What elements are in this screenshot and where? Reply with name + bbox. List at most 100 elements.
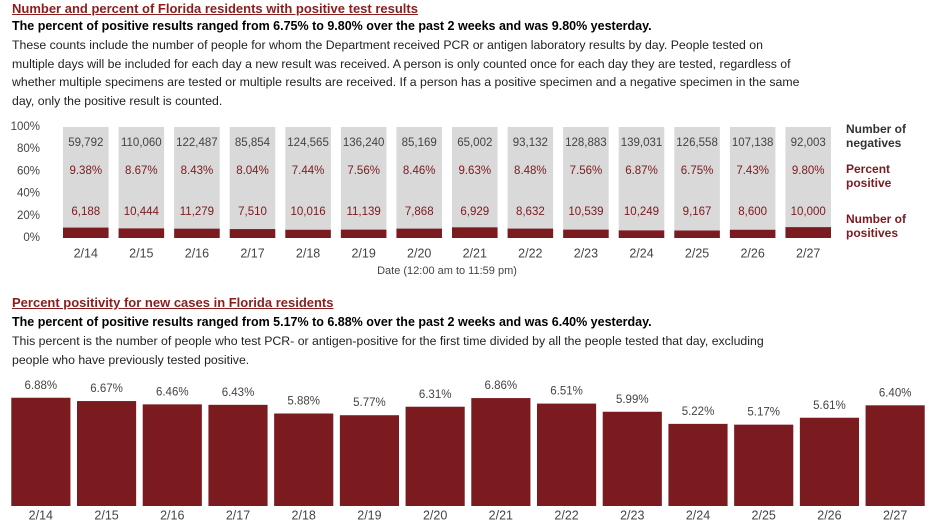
value-label: 6.67%: [90, 383, 123, 395]
x-tick-label: 2/20: [407, 246, 431, 260]
positive-bar: [174, 228, 220, 238]
bar: [734, 424, 794, 506]
negatives-label: 128,883: [565, 137, 607, 149]
percent-label: 8.46%: [403, 165, 436, 177]
negatives-bar: [285, 127, 331, 230]
x-tick-label: 2/23: [574, 246, 598, 260]
value-label: 5.77%: [353, 397, 386, 409]
value-label: 6.88%: [25, 380, 58, 392]
positives-label: 10,444: [124, 206, 160, 218]
bar: [668, 423, 728, 506]
percent-label: 8.04%: [236, 165, 269, 177]
x-tick-label: 2/17: [226, 508, 250, 522]
negatives-label: 139,031: [621, 137, 663, 149]
x-tick-label: 2/18: [292, 508, 316, 522]
value-label: 6.43%: [222, 387, 255, 399]
negatives-bar: [452, 127, 498, 228]
x-tick-label: 2/21: [463, 246, 487, 260]
value-label: 5.61%: [813, 400, 846, 412]
legend-entry: Number of positives: [846, 212, 906, 240]
positive-bar: [618, 230, 665, 238]
negatives-label: 85,169: [402, 137, 437, 149]
positives-label: 10,539: [568, 206, 603, 218]
positive-bar: [507, 228, 554, 238]
percent-label: 7.44%: [292, 165, 325, 177]
negatives-bar: [118, 127, 165, 229]
x-tick-label: 2/25: [685, 246, 709, 260]
legend-entry: Number of negatives: [846, 122, 906, 150]
bar: [208, 404, 268, 506]
percent-label: 6.75%: [681, 165, 714, 177]
positive-bar: [340, 229, 387, 238]
x-tick-label: 2/14: [29, 508, 53, 522]
positives-label: 10,249: [624, 206, 659, 218]
positive-bar: [674, 230, 720, 238]
bar: [339, 415, 399, 506]
negatives-bar: [674, 127, 720, 231]
x-tick-label: 2/16: [160, 508, 184, 522]
negatives-bar: [229, 127, 276, 230]
x-tick-label: 2/19: [351, 246, 375, 260]
x-tick-label: 2/24: [686, 508, 710, 522]
x-tick-label: 2/26: [740, 246, 764, 260]
negatives-label: 122,487: [176, 137, 218, 149]
positive-bar: [563, 229, 609, 238]
title: Percent positivity for new cases in Flor…: [12, 295, 334, 310]
negatives-label: 93,132: [513, 137, 548, 149]
x-axis-title: Date (12:00 am to 11:59 pm): [377, 265, 517, 277]
positive-bar: [729, 229, 776, 238]
value-label: 6.86%: [485, 380, 518, 392]
legend-entry: Percent positive: [846, 162, 892, 190]
subtitle: The percent of positive results ranged f…: [12, 315, 652, 329]
note: This percent is the number of people who…: [12, 334, 764, 367]
negatives-label: 65,002: [457, 137, 492, 149]
negatives-label: 92,003: [791, 137, 826, 149]
negatives-bar: [729, 127, 776, 230]
x-tick-label: 2/20: [423, 508, 447, 522]
x-tick-label: 2/22: [554, 508, 578, 522]
percent-label: 8.48%: [514, 165, 547, 177]
value-label: 5.99%: [616, 394, 649, 406]
y-tick-label: 0%: [23, 232, 40, 244]
bar: [602, 411, 662, 506]
positives-label: 10,016: [290, 206, 325, 218]
x-tick-label: 2/26: [817, 508, 841, 522]
percent-label: 9.63%: [458, 165, 491, 177]
negatives-bar: [174, 127, 220, 229]
positives-label: 6,929: [460, 206, 489, 218]
value-label: 5.22%: [682, 406, 715, 418]
y-tick-label: 40%: [17, 188, 40, 200]
x-tick-label: 2/23: [620, 508, 644, 522]
bar: [471, 398, 531, 506]
x-tick-label: 2/14: [74, 246, 98, 260]
x-tick-label: 2/27: [883, 508, 907, 522]
positives-label: 11,139: [346, 206, 380, 218]
negatives-label: 136,240: [343, 137, 385, 149]
x-tick-label: 2/25: [752, 508, 776, 522]
bar: [537, 403, 597, 506]
negatives-label: 107,138: [732, 137, 774, 149]
x-tick-label: 2/18: [296, 246, 320, 260]
percent-label: 8.67%: [125, 165, 158, 177]
percent-label: 9.80%: [792, 165, 825, 177]
percent-label: 6.87%: [625, 165, 658, 177]
bar: [799, 417, 859, 506]
value-label: 6.51%: [550, 386, 583, 398]
positives-label: 8,600: [738, 206, 767, 218]
positives-label: 9,167: [683, 206, 712, 218]
y-tick-label: 100%: [11, 121, 40, 133]
x-tick-label: 2/27: [796, 246, 820, 260]
negatives-bar: [563, 127, 609, 230]
x-tick-label: 2/17: [240, 246, 264, 260]
percent-label: 9.38%: [69, 165, 102, 177]
value-label: 6.40%: [879, 387, 912, 399]
x-tick-label: 2/15: [129, 246, 153, 260]
positive-bar: [118, 228, 165, 238]
x-tick-label: 2/22: [518, 246, 542, 260]
x-tick-label: 2/16: [185, 246, 209, 260]
note: These counts include the number of peopl…: [12, 38, 800, 108]
negatives-label: 126,558: [676, 137, 718, 149]
bar: [77, 401, 137, 506]
positive-bar: [63, 227, 109, 238]
